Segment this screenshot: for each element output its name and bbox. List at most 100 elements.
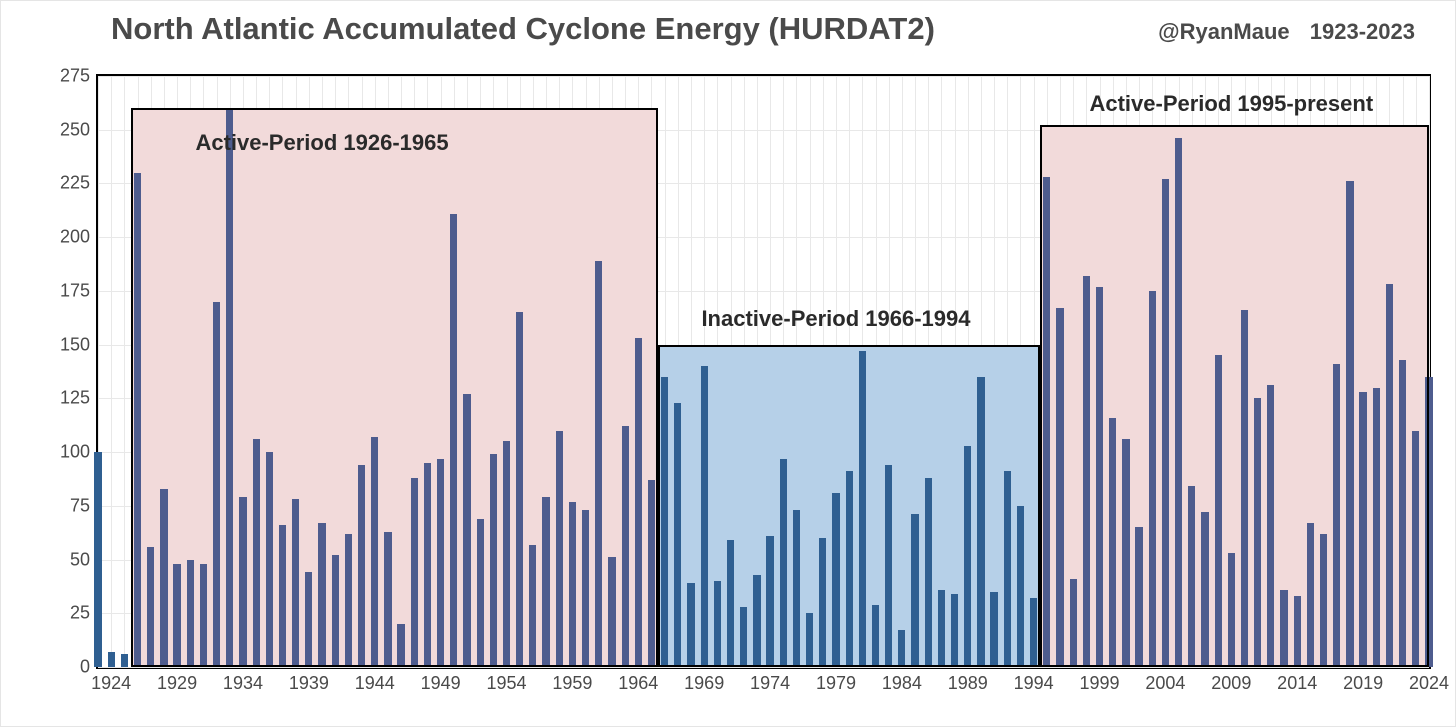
x-tick-label: 1924 [91, 673, 131, 694]
y-tick-label: 150 [60, 334, 90, 355]
x-tick-label: 2004 [1145, 673, 1185, 694]
bar [173, 564, 180, 667]
period-box-border [131, 108, 658, 667]
bar [411, 478, 418, 667]
bar [1017, 506, 1024, 667]
gridline-v [744, 76, 745, 667]
bar [622, 426, 629, 667]
bar [608, 557, 615, 667]
bar [753, 575, 760, 667]
y-tick-label: 25 [70, 603, 90, 624]
bar [1083, 276, 1090, 667]
bar [806, 613, 813, 667]
y-tick-label: 275 [60, 66, 90, 87]
x-tick-label: 2009 [1211, 673, 1251, 694]
bar [727, 540, 734, 667]
bar [516, 312, 523, 667]
bar [872, 605, 879, 667]
bar [1162, 179, 1169, 667]
bar [740, 607, 747, 667]
x-tick-label: 1964 [618, 673, 658, 694]
bar [463, 394, 470, 667]
y-tick-label: 225 [60, 173, 90, 194]
gridline-v [1297, 76, 1298, 667]
gridline-h [98, 345, 1429, 346]
bar [595, 261, 602, 667]
bar [859, 351, 866, 667]
bar [1346, 181, 1353, 667]
bar [938, 590, 945, 667]
gridline-v [876, 76, 877, 667]
gridline-v [994, 76, 995, 667]
x-tick-label: 1969 [684, 673, 724, 694]
bar [687, 583, 694, 667]
gridline-v [691, 76, 692, 667]
bar [1254, 398, 1261, 667]
gridline-v [111, 76, 112, 667]
bar [1122, 439, 1129, 667]
bar [397, 624, 404, 667]
x-tick-label: 1929 [157, 673, 197, 694]
x-tick-label: 1984 [882, 673, 922, 694]
author-handle: @RyanMaue [1158, 19, 1289, 44]
bar [542, 497, 549, 667]
bar [1267, 385, 1274, 667]
bar [582, 510, 589, 667]
bar [714, 581, 721, 667]
bar [1386, 284, 1393, 667]
bar [292, 499, 299, 667]
gridline-h [98, 76, 1429, 77]
period-label: Active-Period 1995-present [1089, 91, 1373, 117]
gridline-h [98, 667, 1429, 668]
bar [424, 463, 431, 667]
bar [1056, 308, 1063, 667]
gridline-h [98, 237, 1429, 238]
bar [305, 572, 312, 667]
x-tick-label: 1954 [486, 673, 526, 694]
x-tick-label: 2014 [1277, 673, 1317, 694]
bar [1228, 553, 1235, 667]
bar [1135, 527, 1142, 667]
period-label: Active-Period 1926-1965 [195, 130, 448, 156]
bar [121, 654, 128, 667]
x-tick-label: 1989 [948, 673, 988, 694]
y-tick-label: 125 [60, 388, 90, 409]
gridline-v [955, 76, 956, 667]
gridline-v [941, 76, 942, 667]
x-tick-label: 1959 [552, 673, 592, 694]
bar [990, 592, 997, 667]
bar [911, 514, 918, 667]
bar [200, 564, 207, 667]
bar [780, 459, 787, 667]
bar [1109, 418, 1116, 667]
x-tick-label: 1979 [816, 673, 856, 694]
bar [1425, 377, 1432, 667]
bar [384, 532, 391, 667]
y-tick-label: 50 [70, 549, 90, 570]
gridline-v [401, 76, 402, 667]
bar [1030, 598, 1037, 667]
bar [1399, 360, 1406, 667]
bar [556, 431, 563, 667]
bar [345, 534, 352, 667]
bar [239, 497, 246, 667]
bar [1241, 310, 1248, 667]
bar [226, 110, 233, 667]
bar [819, 538, 826, 667]
bar [1004, 471, 1011, 667]
bar [1201, 512, 1208, 667]
x-tick-label: 1994 [1014, 673, 1054, 694]
bar [529, 545, 536, 667]
bar [1096, 287, 1103, 667]
y-tick-label: 200 [60, 227, 90, 248]
y-tick-label: 0 [80, 657, 90, 678]
bar [832, 493, 839, 667]
gridline-h [98, 398, 1429, 399]
x-tick-label: 1944 [355, 673, 395, 694]
gridline-v [1034, 76, 1035, 667]
period-box [131, 108, 658, 667]
bar [332, 555, 339, 667]
bar [885, 465, 892, 667]
bar [318, 523, 325, 667]
bar [358, 465, 365, 667]
